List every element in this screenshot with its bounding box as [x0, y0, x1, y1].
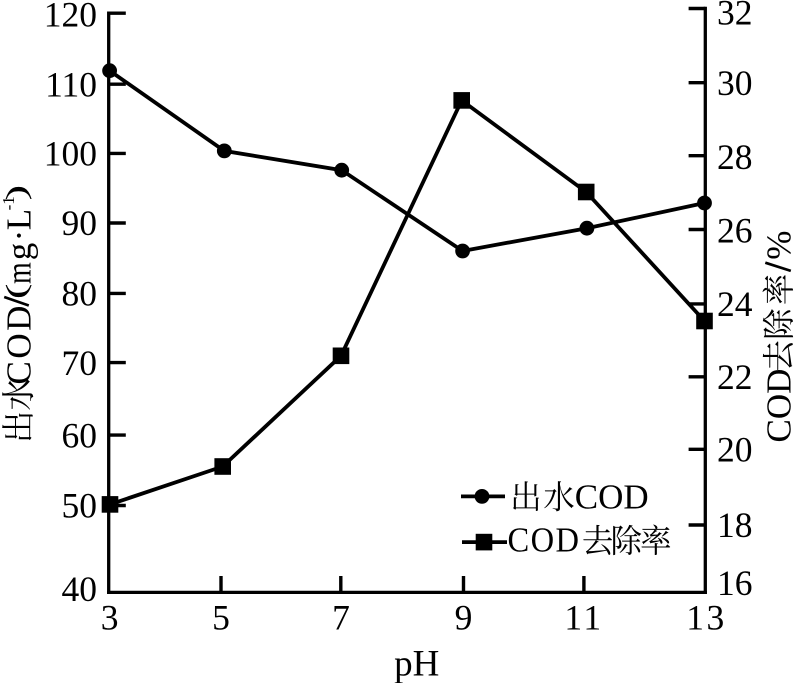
svg-text:80: 80 — [62, 274, 98, 314]
svg-text:(: ( — [1, 284, 32, 300]
svg-text:70: 70 — [62, 343, 98, 383]
svg-text:120: 120 — [44, 0, 97, 35]
svg-text:9: 9 — [455, 598, 473, 638]
svg-text:m: m — [0, 262, 38, 284]
svg-text:L: L — [0, 209, 39, 230]
svg-text:-1: -1 — [0, 196, 18, 210]
svg-text:COD: COD — [760, 369, 796, 443]
svg-text:40: 40 — [62, 569, 98, 609]
svg-text:22: 22 — [717, 357, 753, 397]
svg-text:11: 11 — [564, 598, 603, 638]
svg-text:7: 7 — [332, 598, 350, 638]
svg-text:60: 60 — [62, 415, 98, 455]
svg-text:50: 50 — [62, 486, 98, 526]
svg-text:pH: pH — [394, 644, 439, 683]
svg-text:18: 18 — [717, 505, 753, 545]
svg-text:100: 100 — [44, 134, 97, 174]
svg-text:20: 20 — [717, 430, 753, 470]
svg-text:26: 26 — [717, 211, 753, 251]
svg-text:COD: COD — [575, 478, 649, 517]
svg-text:16: 16 — [717, 563, 753, 603]
svg-text:COD: COD — [0, 303, 39, 384]
svg-text:28: 28 — [717, 137, 753, 177]
svg-text:90: 90 — [62, 203, 98, 243]
svg-text:g: g — [0, 243, 39, 261]
svg-text:COD: COD — [508, 521, 581, 559]
svg-text:110: 110 — [45, 64, 97, 104]
svg-text:13: 13 — [686, 598, 727, 638]
svg-text:24: 24 — [717, 284, 753, 324]
svg-text:): ) — [1, 185, 32, 201]
svg-text:·: · — [0, 230, 39, 242]
svg-text:5: 5 — [212, 598, 230, 638]
svg-text:32: 32 — [717, 0, 753, 33]
svg-text:%: % — [760, 231, 796, 260]
svg-text:3: 3 — [101, 598, 119, 638]
svg-text:30: 30 — [717, 63, 753, 103]
